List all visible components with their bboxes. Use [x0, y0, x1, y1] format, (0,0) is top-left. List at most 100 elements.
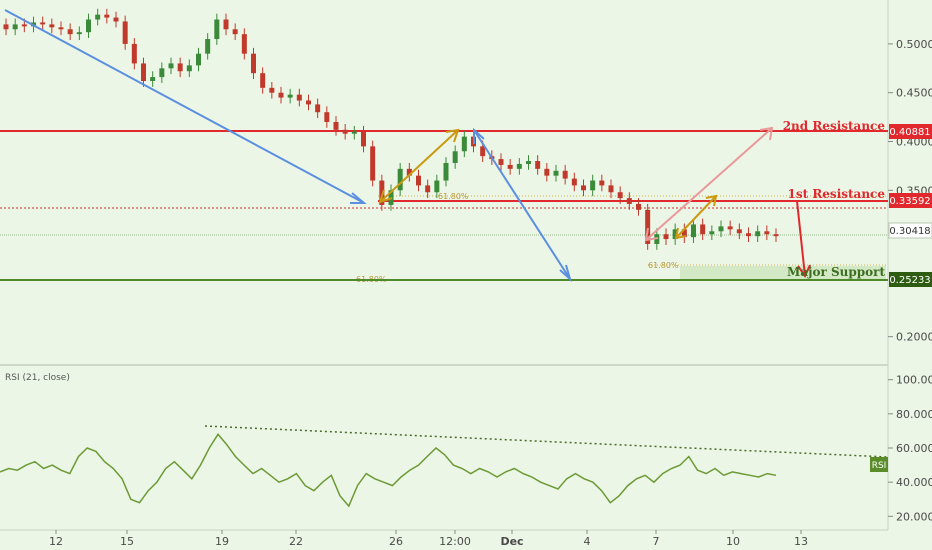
- candle-body: [40, 22, 46, 25]
- rsi-trendline: [204, 425, 889, 458]
- blue-arrow-2: [473, 129, 571, 280]
- candle-body: [241, 34, 247, 54]
- candle-body: [260, 73, 266, 88]
- candle-body: [223, 19, 229, 30]
- x-tick-label: 19: [215, 535, 229, 548]
- resistance-1-price: 0.33592: [889, 196, 930, 207]
- blue-arrow-1-head: [350, 192, 367, 204]
- x-tick-label: 4: [584, 535, 591, 548]
- trend-arrows: [4, 9, 811, 283]
- candle-body: [67, 29, 73, 35]
- gold-arrow-2: [675, 195, 717, 239]
- candle-body: [691, 224, 696, 238]
- candle-body: [406, 168, 412, 176]
- candle-body: [452, 151, 458, 163]
- candle-body: [324, 112, 330, 122]
- candle-body: [186, 65, 192, 72]
- candle-body: [461, 136, 467, 152]
- candle-body: [416, 175, 421, 186]
- candle-body: [306, 100, 311, 105]
- red-arrow-head: [797, 264, 811, 279]
- resistance-2-badge: [889, 124, 932, 139]
- candle-body: [544, 168, 550, 176]
- support-label: Major Support: [787, 265, 885, 279]
- candle-body: [672, 229, 678, 240]
- current-price-badge: [888, 222, 932, 239]
- resistance-1-badge: [889, 193, 932, 208]
- candle-body: [177, 63, 183, 72]
- candle-body: [269, 87, 275, 93]
- candle-body: [168, 63, 174, 69]
- gold-arrow-1: [379, 129, 459, 203]
- candle-body: [425, 185, 431, 193]
- candle-body: [681, 229, 687, 238]
- candle-body: [86, 19, 91, 33]
- x-axis: 12 15 19 22 26 12:00 Dec 4 7 10 13: [49, 530, 808, 548]
- gold-arrow-1-head-a: [445, 128, 460, 143]
- pink-arrow-head-b: [644, 227, 659, 242]
- candle-body: [333, 121, 339, 130]
- candle-body: [342, 129, 348, 134]
- candle-body: [315, 104, 321, 113]
- candle-body: [232, 29, 238, 35]
- candle-body: [755, 231, 761, 237]
- support-zone: [680, 266, 886, 280]
- candle-body: [122, 21, 128, 44]
- candle-body: [205, 39, 211, 54]
- candle-body: [727, 226, 733, 230]
- candle-body: [645, 209, 651, 244]
- x-tick-label: 12:00: [439, 535, 471, 548]
- candle-body: [516, 163, 522, 169]
- candle-body: [590, 180, 596, 191]
- red-arrow: [796, 200, 806, 277]
- candle-body: [361, 131, 366, 147]
- candle-body: [663, 234, 669, 240]
- candle-body: [379, 180, 385, 205]
- candle-body: [718, 226, 724, 232]
- candle-body: [76, 32, 82, 35]
- candle-body: [709, 231, 715, 235]
- fib-label-2: 61.80%: [648, 261, 679, 270]
- x-tick-label: 13: [794, 535, 808, 548]
- candle-body: [507, 164, 513, 169]
- candle-body: [3, 24, 9, 30]
- candle-body: [562, 170, 568, 179]
- x-tick-label: 10: [726, 535, 740, 548]
- main-y-tick-label: 0.20000: [896, 331, 932, 344]
- candle-body: [617, 192, 623, 199]
- candle-body: [746, 233, 751, 237]
- candle-body: [159, 68, 165, 78]
- candle-body: [535, 161, 541, 169]
- rsi-badge-bg: [870, 457, 888, 472]
- rsi-badge: RSI: [872, 461, 887, 471]
- candle-body: [58, 27, 64, 30]
- candle-body: [526, 161, 531, 164]
- candle-body: [113, 17, 119, 22]
- candle-body: [480, 146, 486, 157]
- candle-body: [636, 203, 641, 210]
- gold-arrow-1-head-b: [378, 189, 393, 204]
- candle-body: [700, 224, 706, 235]
- candle-body: [214, 19, 220, 40]
- rsi-panel-bg: [0, 366, 888, 530]
- resistance-2-label: 2nd Resistance: [783, 119, 886, 133]
- candle-body: [251, 53, 256, 74]
- candle-body: [553, 170, 559, 176]
- candle-body: [12, 24, 18, 30]
- x-tick-label: 12: [49, 535, 63, 548]
- resistance-1-label: 1st Resistance: [788, 187, 886, 201]
- blue-arrow-2-tail: [473, 127, 485, 144]
- x-tick-label: 22: [289, 535, 303, 548]
- candle-body: [773, 234, 779, 237]
- support-badge: [889, 272, 932, 287]
- gold-arrow-2-head-b: [674, 227, 687, 240]
- candle-body: [608, 185, 614, 193]
- main-y-ticks: 0.500000.450000.400000.350000.20000: [888, 38, 932, 344]
